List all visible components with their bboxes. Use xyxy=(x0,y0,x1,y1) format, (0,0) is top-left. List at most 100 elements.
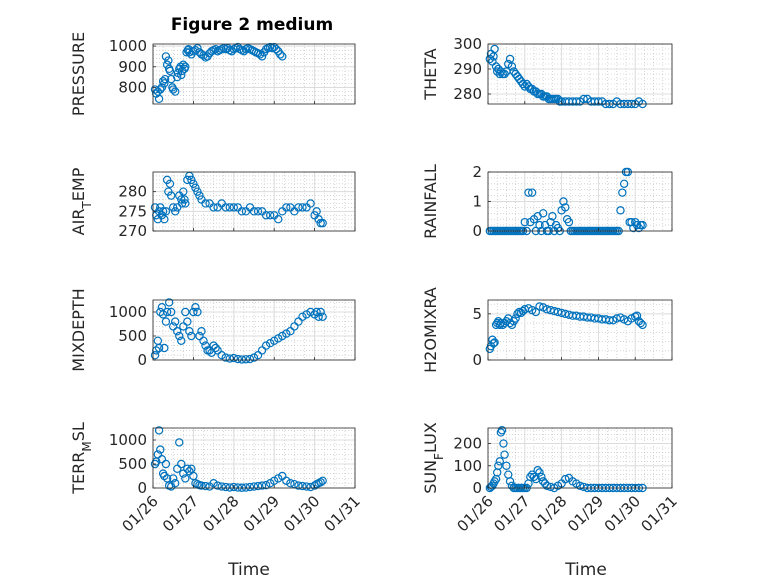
data-point xyxy=(165,179,175,188)
data-point xyxy=(183,464,192,473)
data-point xyxy=(298,203,307,212)
data-point xyxy=(318,218,327,228)
data-point xyxy=(561,474,570,484)
data-point xyxy=(278,331,287,341)
data-point xyxy=(183,175,192,185)
data-point xyxy=(507,62,517,71)
x-tick-label: 01/31 xyxy=(638,492,681,535)
data-point xyxy=(494,461,503,470)
data-point xyxy=(161,207,171,216)
data-point xyxy=(290,322,299,331)
data-point xyxy=(306,199,315,208)
data-point xyxy=(168,203,178,212)
data-point xyxy=(185,327,194,336)
data-point xyxy=(179,322,188,331)
data-point xyxy=(257,52,267,61)
data-point xyxy=(261,341,271,350)
y-tick-label: 900 xyxy=(118,58,147,76)
data-point xyxy=(165,66,175,76)
data-point xyxy=(213,346,222,355)
x-tick-label: 01/26 xyxy=(119,492,162,535)
axes-frame xyxy=(152,427,356,489)
data-point xyxy=(298,312,307,321)
data-point xyxy=(632,311,642,320)
data-point xyxy=(193,187,202,196)
ylabel: TERRMSL xyxy=(69,422,94,495)
data-point xyxy=(535,220,544,230)
data-point xyxy=(270,476,279,485)
data-point xyxy=(500,450,509,459)
x-tick-label: 01/26 xyxy=(454,492,497,535)
data-point xyxy=(164,56,173,65)
data-point xyxy=(490,44,499,54)
y-tick-label: 300 xyxy=(453,35,482,53)
data-point xyxy=(161,52,171,61)
data-point xyxy=(489,339,498,348)
y-tick-label: 100 xyxy=(453,457,482,475)
data-point xyxy=(278,471,287,481)
data-point xyxy=(173,72,182,82)
data-point xyxy=(298,481,307,491)
data-point xyxy=(253,351,263,360)
data-point xyxy=(255,50,265,59)
data-point xyxy=(318,476,327,485)
data-point xyxy=(171,207,180,216)
x-tick-label: 01/30 xyxy=(280,492,323,535)
data-point xyxy=(213,481,222,490)
y-tick-label: 1000 xyxy=(109,431,147,449)
y-tick-label: 5 xyxy=(472,305,482,323)
data-point xyxy=(505,54,515,64)
data-point xyxy=(286,479,295,488)
data-point xyxy=(245,354,255,364)
axes-frame xyxy=(152,43,356,105)
data-point xyxy=(511,314,520,323)
data-point xyxy=(314,312,323,321)
subplot-h2omixra: 0 5 H2OMIXRA xyxy=(421,287,673,373)
data-point xyxy=(160,471,169,481)
data-point xyxy=(294,203,303,212)
y-tick-label: 275 xyxy=(118,202,147,220)
data-point xyxy=(168,322,178,331)
x-tick-label: 01/28 xyxy=(527,492,570,535)
data-point xyxy=(274,334,283,343)
axes-frame xyxy=(487,427,673,489)
data-point xyxy=(265,211,275,220)
data-point xyxy=(524,188,533,197)
data-point xyxy=(154,343,164,353)
data-point xyxy=(211,44,220,54)
data-point xyxy=(225,203,234,212)
data-point xyxy=(229,482,238,492)
data-point xyxy=(272,44,281,54)
data-point xyxy=(491,62,501,71)
data-point xyxy=(539,209,548,218)
data-point xyxy=(505,477,515,486)
data-point xyxy=(249,482,259,491)
data-point xyxy=(187,331,196,341)
data-point xyxy=(168,474,178,483)
data-point xyxy=(237,207,247,216)
data-point xyxy=(274,474,283,483)
data-point xyxy=(496,318,506,328)
data-point xyxy=(150,351,160,360)
data-point xyxy=(157,83,167,92)
data-point xyxy=(265,479,275,488)
x-tick-label: 01/27 xyxy=(159,492,202,535)
data-point xyxy=(154,94,164,104)
data-point xyxy=(221,353,230,362)
data-point xyxy=(302,310,311,319)
data-point xyxy=(193,307,202,317)
data-point xyxy=(217,482,226,491)
axes-frame xyxy=(152,299,356,361)
y-tick-label: 270 xyxy=(118,222,147,240)
data-point xyxy=(179,60,188,69)
y-tick-label: 200 xyxy=(453,435,482,453)
data-point xyxy=(537,472,546,482)
data-point xyxy=(276,50,285,59)
data-point xyxy=(526,472,535,482)
axes-frame xyxy=(487,299,673,361)
data-point xyxy=(542,481,552,490)
data-point xyxy=(183,317,192,326)
data-point xyxy=(171,87,180,96)
